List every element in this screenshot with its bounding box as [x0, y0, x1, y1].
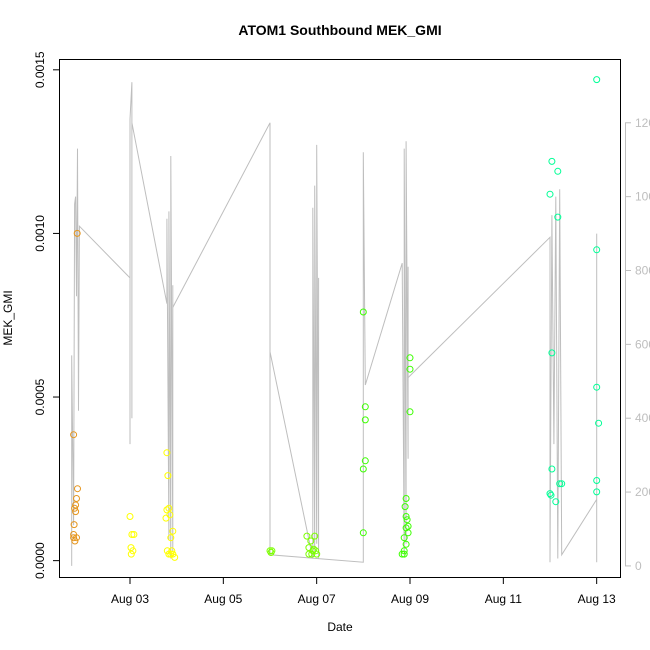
data-point: [554, 167, 562, 175]
data-point: [266, 547, 274, 555]
y2-tick-label: 8000: [635, 263, 650, 277]
data-point: [361, 457, 369, 465]
y-tick-label: 0.0015: [33, 51, 47, 88]
line-layer: [71, 82, 598, 566]
data-point: [71, 537, 79, 545]
y2-tick-label: 0: [635, 559, 642, 573]
data-point: [73, 229, 81, 237]
line-segment-2: [172, 122, 320, 559]
data-point: [593, 76, 601, 84]
data-point: [72, 508, 80, 516]
data-point: [404, 522, 412, 530]
data-point: [548, 465, 556, 473]
data-point: [359, 465, 367, 473]
data-point: [310, 545, 318, 553]
data-point: [166, 511, 174, 519]
data-point: [593, 246, 601, 254]
data-point: [165, 504, 173, 512]
line-segment-3: [269, 141, 409, 563]
data-point: [129, 547, 137, 555]
data-point: [171, 553, 179, 561]
y2-tick-label: 6000: [635, 337, 650, 351]
axis-layer: Aug 03 Aug 05 Aug 07 Aug 09 Aug 11 Aug 13 0.00…: [33, 51, 650, 606]
data-point: [70, 531, 78, 538]
data-point: [307, 537, 315, 545]
x-axis-label: Date: [327, 620, 353, 634]
line-segment-0: [71, 82, 133, 566]
data-point: [546, 190, 554, 198]
data-point: [400, 534, 408, 542]
data-point: [359, 308, 367, 316]
data-point: [71, 504, 79, 512]
x-tick-label: Aug 11: [485, 592, 522, 606]
data-point: [164, 472, 172, 480]
data-point: [72, 501, 80, 509]
data-point: [558, 480, 566, 488]
data-point: [552, 498, 560, 506]
y-tick-label: 0.0000: [33, 542, 47, 579]
data-point: [593, 477, 601, 484]
x-tick-label: Aug 03: [111, 592, 149, 606]
data-point: [402, 540, 410, 548]
data-point: [70, 521, 78, 529]
y2-tick-label: 10000: [635, 190, 650, 204]
data-point: [361, 403, 369, 411]
x-tick-label: Aug 07: [298, 592, 336, 606]
data-point: [311, 532, 319, 540]
data-point: [74, 485, 81, 493]
data-point: [126, 513, 134, 520]
data-point: [70, 534, 78, 542]
data-point: [402, 513, 410, 520]
point-layer: [70, 76, 603, 561]
x-tick-label: Aug 09: [391, 592, 429, 606]
data-point: [163, 506, 171, 514]
data-point: [398, 550, 406, 558]
data-point: [312, 547, 320, 555]
data-point: [163, 449, 171, 457]
data-point: [548, 157, 556, 165]
data-point: [169, 527, 177, 535]
data-point: [73, 495, 80, 502]
data-point: [267, 549, 275, 556]
data-point: [556, 480, 564, 488]
y2-tick-label: 12000: [635, 116, 650, 130]
data-point: [593, 383, 601, 391]
line-segment-4: [407, 189, 598, 563]
x-tick-label: Aug 05: [204, 592, 242, 606]
data-point: [547, 491, 555, 499]
data-point: [130, 531, 138, 538]
data-point: [167, 534, 175, 542]
data-point: [127, 550, 135, 558]
data-point: [595, 419, 603, 427]
data-point: [70, 431, 78, 439]
data-point: [406, 365, 414, 373]
y-axis-label: MEK_GMI: [1, 290, 15, 345]
data-point: [593, 488, 601, 496]
line-segment-1: [131, 122, 174, 559]
data-point: [554, 213, 562, 221]
x-tick-label: Aug 13: [578, 592, 616, 606]
data-point: [305, 550, 313, 558]
chart-title: ATOM1 Southbound MEK_GMI: [238, 22, 441, 38]
y-tick-label: 0.0005: [33, 378, 47, 415]
data-point: [406, 354, 414, 362]
data-point: [128, 531, 136, 538]
data-point: [548, 349, 556, 357]
data-point: [546, 490, 554, 498]
y-tick-label: 0.0010: [33, 215, 47, 252]
data-point: [402, 495, 410, 502]
data-point: [359, 529, 367, 537]
data-point: [303, 532, 311, 540]
data-point: [168, 547, 176, 555]
data-point: [401, 503, 409, 511]
data-point: [400, 550, 408, 558]
data-point: [406, 408, 414, 416]
y2-tick-label: 4000: [635, 411, 650, 425]
data-point: [403, 516, 411, 524]
data-point: [361, 416, 369, 424]
y2-tick-label: 2000: [635, 485, 650, 499]
